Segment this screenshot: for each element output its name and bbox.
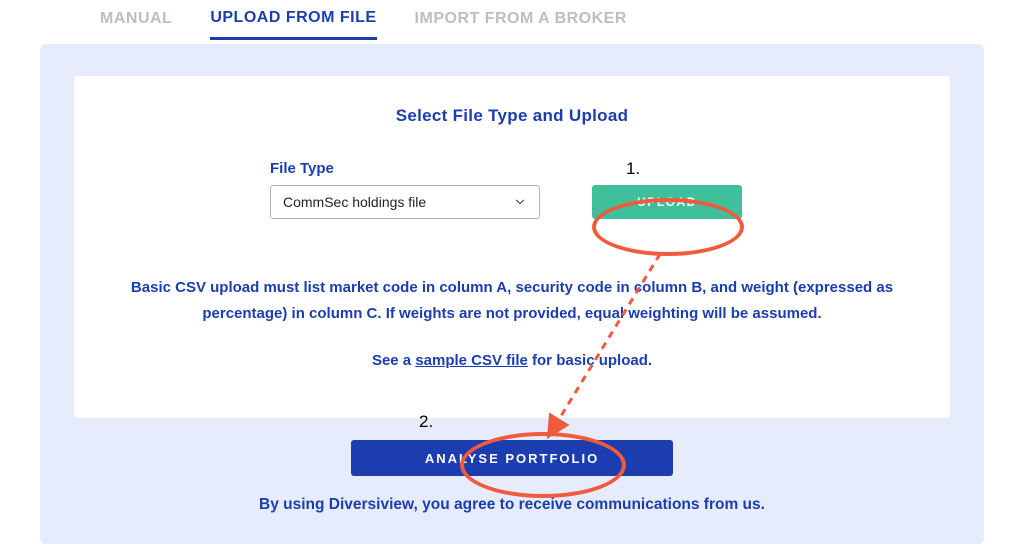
upload-button[interactable]: UPLOAD bbox=[592, 185, 742, 219]
file-type-select[interactable]: CommSec holdings file bbox=[270, 185, 540, 219]
file-type-label: File Type bbox=[270, 160, 540, 177]
tab-manual[interactable]: MANUAL bbox=[100, 10, 172, 38]
csv-instructions: Basic CSV upload must list market code i… bbox=[126, 275, 898, 326]
sample-suffix: for basic upload. bbox=[528, 352, 652, 369]
analyse-portfolio-button[interactable]: ANALYSE PORTFOLIO bbox=[351, 440, 673, 476]
annotation-step-2: 2. bbox=[419, 412, 433, 432]
chevron-down-icon bbox=[513, 195, 527, 209]
sample-line: See a sample CSV file for basic upload. bbox=[126, 352, 898, 369]
file-upload-row: File Type CommSec holdings file 1. UPLOA… bbox=[126, 160, 898, 219]
upload-button-wrap: 1. UPLOAD bbox=[592, 185, 754, 219]
tab-upload-from-file[interactable]: UPLOAD FROM FILE bbox=[210, 9, 376, 40]
annotation-step-1: 1. bbox=[626, 159, 640, 179]
sample-csv-link[interactable]: sample CSV file bbox=[415, 352, 528, 369]
consent-text: By using Diversiview, you agree to recei… bbox=[74, 496, 950, 514]
file-type-group: File Type CommSec holdings file bbox=[270, 160, 540, 219]
tab-import-from-broker[interactable]: IMPORT FROM A BROKER bbox=[415, 10, 627, 38]
file-type-value: CommSec holdings file bbox=[283, 194, 426, 210]
analyse-wrap: 2. ANALYSE PORTFOLIO bbox=[74, 440, 950, 476]
upload-card: Select File Type and Upload File Type Co… bbox=[74, 76, 950, 418]
upload-panel: Select File Type and Upload File Type Co… bbox=[40, 44, 984, 544]
card-title: Select File Type and Upload bbox=[126, 106, 898, 126]
tabs-bar: MANUAL UPLOAD FROM FILE IMPORT FROM A BR… bbox=[0, 0, 1024, 44]
sample-prefix: See a bbox=[372, 352, 415, 369]
